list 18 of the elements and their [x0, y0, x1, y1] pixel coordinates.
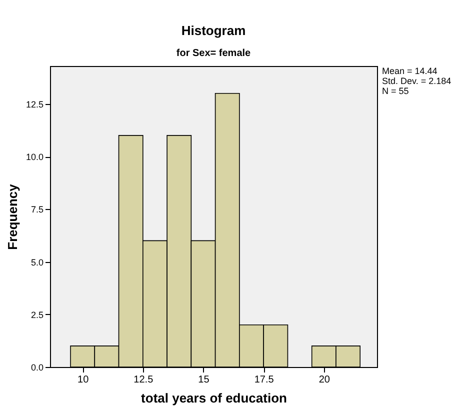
y-tick-label: 12.5 — [26, 99, 44, 110]
text: Std. Dev. = 2.184 — [382, 76, 452, 86]
text: Mean = 14.44 — [382, 66, 438, 76]
y-tick-label: 2.5 — [30, 310, 44, 320]
y-tick-label: 10.0 — [26, 152, 44, 162]
y-tick-label: 5.0 — [30, 257, 44, 268]
x-tick-label: 15 — [198, 374, 210, 386]
text: N = 55 — [382, 86, 410, 96]
chart-subtitle: for Sex= female — [176, 48, 252, 59]
x-axis-title: total years of education — [141, 390, 288, 406]
x-tick-label: 10 — [78, 374, 90, 386]
y-tick-label: 0.0 — [30, 362, 44, 372]
y-tick-label: 7.5 — [30, 204, 44, 215]
y-axis-title: Frequency — [4, 183, 20, 250]
x-tick-label: 20 — [318, 374, 330, 386]
chart-title: Histogram — [181, 23, 246, 38]
x-tick-label: 12.5 — [134, 374, 154, 386]
x-tick-label: 17.5 — [254, 374, 274, 386]
